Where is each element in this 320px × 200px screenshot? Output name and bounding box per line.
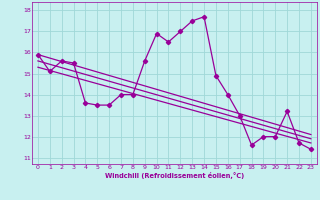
X-axis label: Windchill (Refroidissement éolien,°C): Windchill (Refroidissement éolien,°C) [105,172,244,179]
